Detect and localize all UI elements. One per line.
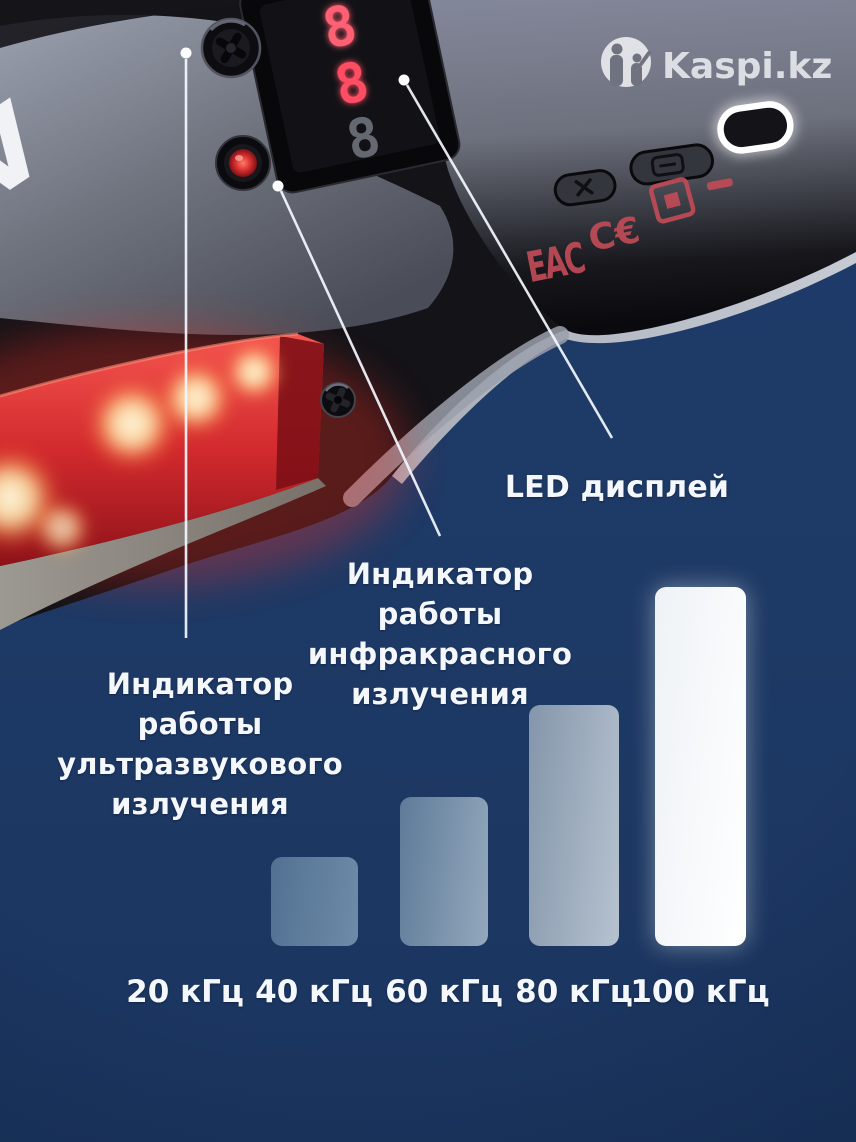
control-buttons bbox=[553, 99, 796, 207]
red-plate-top-highlight bbox=[0, 332, 299, 398]
minus-icon bbox=[650, 153, 685, 177]
footer: Режимы мощности ультразвукового излучени… bbox=[0, 1028, 856, 1142]
device-top-edge bbox=[0, 0, 310, 48]
dash-mark bbox=[706, 178, 733, 191]
package-mark-icon bbox=[649, 177, 696, 224]
chart-bar-4 bbox=[529, 705, 619, 946]
chart-bar-3 bbox=[400, 797, 488, 946]
chart-bar-label-5: 100 кГц bbox=[630, 974, 770, 1010]
infrared-glow-spots bbox=[0, 342, 284, 558]
callout-line-infrared bbox=[279, 190, 442, 537]
led-display: 8 8 8 bbox=[239, 0, 461, 194]
callout-label-infrared: Индикатор работы инфракрасного излучения bbox=[280, 554, 600, 714]
infrared-label-line: инфракрасного bbox=[307, 637, 573, 671]
infrared-label-line: излучения bbox=[351, 677, 529, 711]
chart-bar-1 bbox=[142, 887, 229, 946]
ultrasonic-label-line: Индикатор работы bbox=[106, 667, 294, 741]
led-label-text: LED дисплей bbox=[504, 470, 730, 505]
callout-line-led bbox=[405, 84, 614, 439]
callout-dot-led bbox=[398, 74, 410, 86]
eac-mark: EAC bbox=[523, 234, 589, 292]
callout-dot-infrared bbox=[272, 180, 284, 192]
power-led-ring bbox=[715, 99, 796, 156]
callout-lines bbox=[184, 59, 614, 638]
chart-bar-label-2: 40 кГц bbox=[255, 974, 373, 1010]
ultrasonic-knob bbox=[200, 17, 262, 79]
red-plate-end bbox=[276, 336, 324, 490]
callout-dots bbox=[180, 47, 410, 192]
kaspi-watermark: Kaspi.kz bbox=[601, 37, 832, 87]
x-icon bbox=[574, 178, 594, 197]
kaspi-wordmark: Kaspi.kz bbox=[662, 46, 832, 87]
callout-label-led-display: LED дисплей bbox=[467, 468, 767, 508]
mode-button bbox=[553, 169, 617, 207]
chart-bar-label-3: 60 кГц bbox=[385, 974, 503, 1010]
ultrasonic-label-line: ультразвукового bbox=[57, 747, 343, 781]
ultrasonic-label-line: излучения bbox=[111, 787, 289, 821]
chart-bar-5 bbox=[654, 587, 746, 946]
callout-label-ultrasonic: Индикатор работы ультразвукового излучен… bbox=[40, 664, 360, 824]
ce-mark: C€ bbox=[585, 210, 643, 260]
device-rim-lower bbox=[0, 478, 326, 630]
callout-dot-ultrasonic bbox=[180, 47, 192, 59]
device-rim-upper bbox=[392, 252, 856, 484]
infrared-indicator-led bbox=[215, 135, 271, 191]
chart-bar-label-1: 20 кГц bbox=[126, 974, 244, 1010]
kaspi-logo-figures bbox=[610, 43, 651, 86]
infrared-label-line: Индикатор работы bbox=[346, 557, 534, 631]
certification-marks: EAC C€ bbox=[523, 177, 733, 293]
device-photo: 8 8 8 V bbox=[0, 0, 856, 638]
chart-bar-label-4: 80 кГц bbox=[515, 974, 633, 1010]
chart-bar-2 bbox=[270, 857, 358, 946]
hinge-screw bbox=[320, 382, 356, 418]
